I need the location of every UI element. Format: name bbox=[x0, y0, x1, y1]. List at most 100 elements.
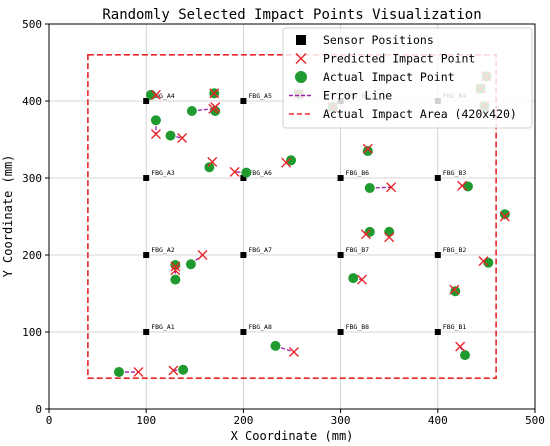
legend-label: Actual Impact Area (420x420) bbox=[323, 107, 517, 121]
predicted-point bbox=[150, 89, 161, 100]
sensor-marker bbox=[143, 329, 150, 335]
actual-point bbox=[185, 259, 196, 270]
sensor-marker bbox=[240, 329, 247, 335]
sensor-marker bbox=[240, 175, 247, 181]
actual-point bbox=[348, 273, 359, 284]
actual-point bbox=[146, 89, 157, 100]
sensor-marker bbox=[143, 175, 150, 181]
actual-point bbox=[364, 226, 375, 237]
sensor-marker bbox=[434, 252, 441, 258]
legend-item: Actual Impact Area (420x420) bbox=[289, 107, 517, 121]
sensor-label: FBG_A2 bbox=[151, 246, 175, 254]
sensor-marker bbox=[240, 98, 247, 104]
predicted-x-stroke bbox=[210, 102, 221, 113]
legend-label: Actual Impact Point bbox=[323, 70, 455, 84]
actual-point bbox=[499, 209, 510, 220]
predicted-x-stroke bbox=[457, 180, 468, 191]
predicted-point bbox=[177, 132, 188, 143]
predicted-x-stroke bbox=[197, 250, 208, 260]
sensor-marker bbox=[143, 252, 150, 258]
sensor-label: FBG_B7 bbox=[346, 246, 370, 254]
predicted-point bbox=[384, 232, 395, 243]
actual-point bbox=[241, 167, 252, 178]
sensor-label: FBG_A7 bbox=[248, 246, 272, 254]
predicted-x-stroke bbox=[177, 132, 188, 143]
y-tick-label: 500 bbox=[22, 18, 42, 31]
x-tick-label: 100 bbox=[136, 414, 156, 427]
predicted-point bbox=[207, 156, 218, 167]
legend-label: Predicted Impact Point bbox=[323, 52, 475, 66]
predicted-x-stroke bbox=[384, 232, 395, 243]
x-tick-label: 200 bbox=[233, 414, 253, 427]
sensor-marker bbox=[337, 329, 344, 335]
predicted-x-stroke bbox=[229, 166, 240, 177]
actual-point bbox=[113, 367, 124, 378]
y-tick-label: 100 bbox=[22, 326, 42, 339]
predicted-x-stroke bbox=[360, 229, 371, 240]
sensor-label: FBG_A3 bbox=[151, 169, 175, 177]
x-tick-label: 400 bbox=[428, 414, 448, 427]
predicted-point bbox=[356, 274, 367, 285]
predicted-point bbox=[210, 102, 221, 113]
predicted-x-stroke bbox=[455, 341, 466, 352]
predicted-point bbox=[209, 88, 220, 99]
impact-area-boundary bbox=[87, 53, 497, 379]
legend-item: Predicted Impact Point bbox=[295, 52, 475, 66]
x-tick-label: 500 bbox=[525, 414, 545, 427]
predicted-x-stroke bbox=[478, 256, 489, 267]
predicted-point bbox=[386, 182, 397, 193]
sensor-label: FBG_B8 bbox=[346, 323, 370, 331]
sensor-marker bbox=[337, 252, 344, 258]
legend-square-icon bbox=[296, 35, 306, 45]
predicted-x-stroke bbox=[209, 88, 220, 99]
sensor-marker bbox=[337, 175, 344, 181]
predicted-point bbox=[457, 180, 468, 191]
predicted-x-stroke bbox=[168, 365, 179, 376]
predicted-x-stroke bbox=[150, 129, 161, 140]
legend: Sensor Positions Predicted Impact Point Ac… bbox=[282, 27, 533, 129]
actual-point bbox=[460, 350, 471, 361]
predicted-x-stroke bbox=[288, 347, 299, 358]
predicted-point bbox=[168, 365, 179, 376]
y-axis-label: Y Coordinate (mm) bbox=[1, 155, 15, 278]
predicted-x-stroke bbox=[449, 284, 460, 295]
predicted-point bbox=[150, 129, 161, 140]
sensor-marker bbox=[240, 252, 247, 258]
sensor-label: FBG_B2 bbox=[443, 246, 467, 254]
actual-point bbox=[170, 274, 181, 285]
predicted-point bbox=[455, 341, 466, 352]
actual-point bbox=[286, 155, 297, 166]
predicted-x-stroke bbox=[207, 156, 218, 167]
predicted-point bbox=[360, 229, 371, 240]
sensor-label: FBG_A1 bbox=[151, 323, 175, 331]
sensor-label: FBG_A8 bbox=[248, 323, 272, 331]
actual-point bbox=[364, 183, 375, 194]
y-tick-label: 200 bbox=[22, 249, 42, 262]
predicted-point bbox=[362, 143, 373, 154]
plot-frame bbox=[48, 23, 536, 410]
sensor-label: FBG_A5 bbox=[248, 92, 272, 100]
axis-ticks: 0 100 200 300 400 500 0 100 200 300 400 500 bbox=[22, 18, 545, 427]
legend-circle-icon bbox=[295, 71, 307, 83]
actual-point bbox=[178, 364, 189, 375]
predicted-x-stroke bbox=[356, 274, 367, 285]
x-tick-label: 0 bbox=[46, 414, 53, 427]
predicted-point bbox=[170, 261, 181, 272]
sensor-marker bbox=[143, 98, 150, 104]
predicted-point bbox=[170, 265, 181, 276]
predicted-point bbox=[197, 250, 208, 260]
predicted-x-stroke bbox=[362, 143, 373, 154]
legend-label: Error Line bbox=[323, 89, 392, 103]
sensor-marker bbox=[434, 329, 441, 335]
y-tick-label: 0 bbox=[35, 403, 42, 416]
sensor-label: FBG_A4 bbox=[151, 92, 175, 100]
legend-item: Sensor Positions bbox=[296, 33, 434, 47]
sensor-label: FBG_B3 bbox=[443, 169, 467, 177]
chart-title: Randomly Selected Impact Points Visualiz… bbox=[102, 7, 481, 23]
legend-label: Sensor Positions bbox=[323, 33, 434, 47]
actual-point bbox=[483, 257, 494, 268]
y-tick-label: 400 bbox=[22, 95, 42, 108]
actual-point bbox=[150, 115, 161, 126]
actual-point bbox=[186, 106, 197, 117]
